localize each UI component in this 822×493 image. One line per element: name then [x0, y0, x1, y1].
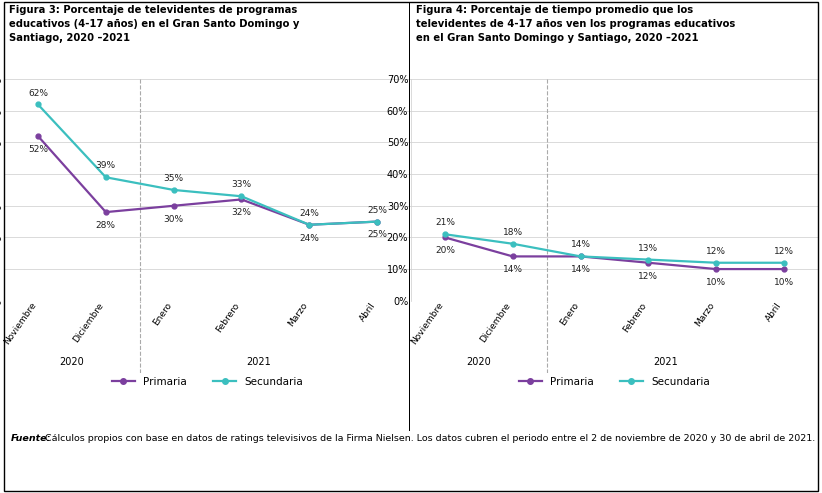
Text: 20%: 20% — [435, 246, 455, 255]
Text: 21%: 21% — [435, 218, 455, 227]
Text: 10%: 10% — [706, 278, 726, 287]
Text: Fuente:: Fuente: — [11, 433, 51, 443]
Text: 28%: 28% — [96, 221, 116, 230]
Text: 14%: 14% — [503, 265, 523, 274]
Text: 39%: 39% — [96, 161, 116, 170]
Text: 35%: 35% — [164, 174, 183, 183]
Legend: Primaria, Secundaria: Primaria, Secundaria — [515, 373, 714, 391]
Text: Marzo: Marzo — [693, 301, 716, 328]
Text: Abril: Abril — [764, 301, 784, 323]
Text: 62%: 62% — [28, 89, 48, 98]
Text: 24%: 24% — [299, 234, 319, 243]
Text: 12%: 12% — [774, 247, 794, 256]
Text: 33%: 33% — [232, 180, 252, 189]
Text: 14%: 14% — [570, 241, 590, 249]
Text: 13%: 13% — [639, 244, 658, 252]
Text: Cálculos propios con base en datos de ratings televisivos de la Firma Nielsen. L: Cálculos propios con base en datos de ra… — [42, 433, 815, 443]
Text: Diciembre: Diciembre — [478, 301, 513, 344]
Text: Enero: Enero — [151, 301, 173, 327]
Text: 2021: 2021 — [653, 357, 677, 367]
Text: 18%: 18% — [503, 228, 523, 237]
Text: 2021: 2021 — [246, 357, 270, 367]
Text: Figura 4: Porcentaje de tiempo promedio que los
televidentes de 4-17 años ven lo: Figura 4: Porcentaje de tiempo promedio … — [416, 5, 735, 43]
Text: 14%: 14% — [570, 265, 590, 274]
Text: Noviembre: Noviembre — [2, 301, 38, 347]
Legend: Primaria, Secundaria: Primaria, Secundaria — [108, 373, 307, 391]
Text: 2020: 2020 — [59, 357, 85, 367]
Text: Diciembre: Diciembre — [72, 301, 106, 344]
Text: Febrero: Febrero — [621, 301, 649, 334]
Text: 52%: 52% — [28, 145, 48, 154]
Text: Marzo: Marzo — [286, 301, 309, 328]
Text: 30%: 30% — [164, 214, 183, 224]
Text: 24%: 24% — [299, 209, 319, 218]
Text: 12%: 12% — [639, 272, 658, 281]
Text: 2020: 2020 — [466, 357, 492, 367]
Text: 25%: 25% — [367, 230, 387, 240]
Text: Figura 3: Porcentaje de televidentes de programas
educativos (4-17 años) en el G: Figura 3: Porcentaje de televidentes de … — [9, 5, 299, 43]
Text: 10%: 10% — [774, 278, 794, 287]
Text: 12%: 12% — [706, 247, 726, 256]
Text: 32%: 32% — [232, 209, 252, 217]
Text: Enero: Enero — [558, 301, 580, 327]
Text: Noviembre: Noviembre — [409, 301, 445, 347]
Text: Abril: Abril — [358, 301, 377, 323]
Text: 25%: 25% — [367, 206, 387, 214]
Text: Febrero: Febrero — [215, 301, 242, 334]
